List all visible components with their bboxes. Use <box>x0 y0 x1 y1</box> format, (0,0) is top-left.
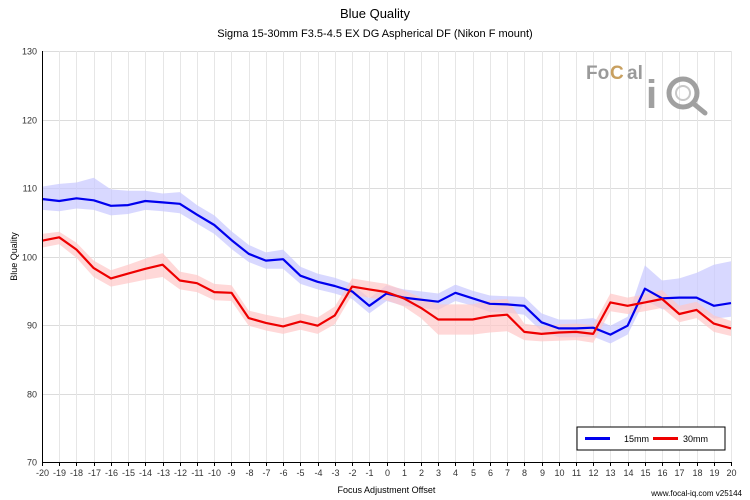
x-tick-label: -12 <box>174 468 187 478</box>
x-tick-label: -1 <box>365 468 373 478</box>
x-tick-label: -6 <box>279 468 287 478</box>
x-tick-label: -9 <box>227 468 235 478</box>
x-tick-label: -10 <box>208 468 221 478</box>
x-tick-label: 9 <box>540 468 545 478</box>
y-tick-label: 90 <box>27 321 37 331</box>
magnifier-lens-icon <box>675 85 691 101</box>
x-tick-label: 17 <box>674 468 684 478</box>
x-tick-label: -3 <box>331 468 339 478</box>
x-axis-title: Focus Adjustment Offset <box>338 485 436 495</box>
y-tick-label: 70 <box>27 458 37 468</box>
legend-label-15mm: 15mm <box>624 434 649 444</box>
x-tick-label: 13 <box>605 468 615 478</box>
x-tick-label: 4 <box>453 468 458 478</box>
x-tick-label: -13 <box>157 468 170 478</box>
x-tick-label: -4 <box>314 468 322 478</box>
magnifier-handle-icon <box>691 101 708 116</box>
x-tick-label: 10 <box>554 468 564 478</box>
x-tick-label: -8 <box>245 468 253 478</box>
series-line-30mm <box>41 236 732 335</box>
x-tick-label: 18 <box>692 468 702 478</box>
x-tick-label: -5 <box>296 468 304 478</box>
magnifier-icon <box>666 76 700 110</box>
x-tick-label: -15 <box>122 468 135 478</box>
series-line-15mm <box>41 197 732 336</box>
x-tick-label: 19 <box>709 468 719 478</box>
x-tick-label: 0 <box>385 468 390 478</box>
y-axis-title: Blue Quality <box>9 232 19 281</box>
x-tick-label: -17 <box>88 468 101 478</box>
band-30mm <box>42 231 731 343</box>
watermark-c: C <box>610 63 624 84</box>
x-tick-label: -14 <box>139 468 152 478</box>
x-tick-label: 11 <box>572 468 581 478</box>
x-tick-label: -11 <box>191 468 203 478</box>
x-tick-label: 8 <box>522 468 527 478</box>
x-tick-label: -20 <box>36 468 49 478</box>
y-tick-label: 130 <box>22 47 37 57</box>
x-tick-label: 7 <box>505 468 510 478</box>
y-tick-label: 120 <box>22 116 37 126</box>
legend-label-30mm: 30mm <box>683 434 708 444</box>
plot-frame <box>42 51 732 466</box>
x-tick-label: 15 <box>640 468 650 478</box>
confidence-bands <box>42 177 731 344</box>
watermark-fo: Fo <box>586 63 609 84</box>
y-tick-label: 110 <box>23 184 37 194</box>
x-tick-label: 20 <box>726 468 736 478</box>
band-15mm <box>42 177 731 344</box>
series-lines <box>41 197 732 336</box>
grid <box>42 51 732 463</box>
x-tick-label: -18 <box>70 468 83 478</box>
x-tick-label: -2 <box>348 468 356 478</box>
chart-title: Blue Quality <box>339 6 411 21</box>
x-tick-label: 16 <box>657 468 667 478</box>
x-tick-label: 6 <box>488 468 493 478</box>
x-tick-label: 5 <box>471 468 476 478</box>
x-tick-label: 14 <box>623 468 633 478</box>
x-tick-label: -19 <box>53 468 66 478</box>
chart-subtitle: Sigma 15-30mm F3.5-4.5 EX DG Aspherical … <box>217 28 533 40</box>
watermark-i: i <box>646 73 657 117</box>
legend: 15mm 30mm <box>576 426 726 451</box>
x-tick-label: 12 <box>588 468 598 478</box>
y-tick-label: 100 <box>22 253 37 263</box>
x-tick-label: -16 <box>105 468 118 478</box>
y-tick-label: 80 <box>27 390 37 400</box>
x-tick-label: 3 <box>436 468 441 478</box>
footer-credit: www.focal-iq.com v25144 <box>650 489 742 498</box>
watermark-al: al <box>627 63 643 84</box>
x-tick-label: -7 <box>262 468 270 478</box>
legend-box <box>576 426 726 451</box>
x-tick-label: 1 <box>402 468 407 478</box>
x-tick-label: 2 <box>419 468 424 478</box>
focal-iq-watermark: Fo C al i <box>586 63 708 117</box>
